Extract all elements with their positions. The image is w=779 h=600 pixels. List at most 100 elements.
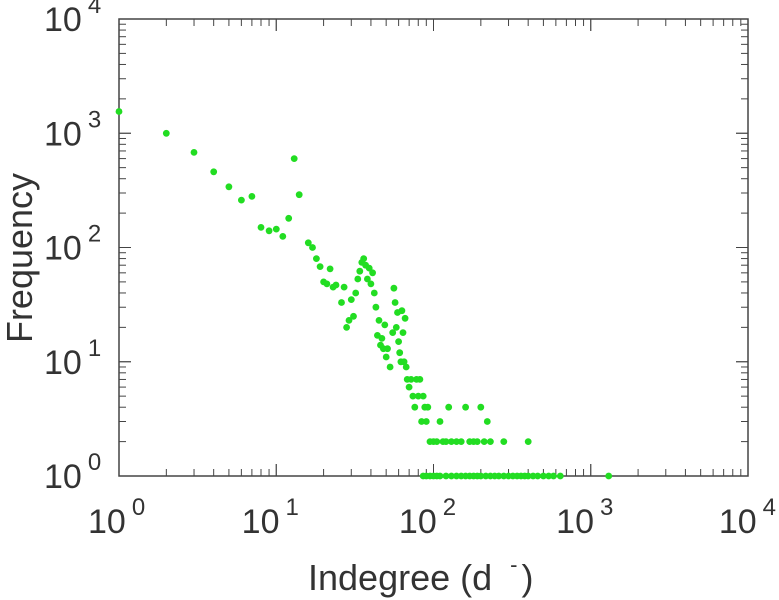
data-point [386,363,394,371]
data-point [378,335,386,342]
data-point [162,129,170,137]
plot-frame [118,18,749,477]
data-point [210,168,218,176]
data-point [457,438,465,445]
data-point [345,317,353,324]
data-point [369,269,376,277]
data-point [405,383,413,391]
x-axis-title-main: Indegree (d [308,557,502,598]
data-point [290,155,298,163]
data-point [225,183,233,191]
x-tick-label: 10 4 [719,494,776,541]
data-point [487,438,494,445]
data-point [350,312,357,320]
data-point [411,403,419,411]
x-axis-title-superscript: - [510,552,517,577]
data-point [414,392,422,400]
y-tick-label: 10 3 [44,106,101,153]
data-point [367,280,375,288]
data-point [400,358,408,366]
data-point [605,472,613,480]
data-point [477,472,485,480]
data-point [384,345,391,353]
data-point [323,280,331,288]
data-point [422,418,430,425]
x-tick-labels: 10 0 10 1 10 2 10 3 10 4 [88,494,776,541]
data-point [389,329,397,336]
data-point [500,472,508,480]
data-point [248,193,256,200]
data-point [190,149,198,156]
data-point [419,392,427,400]
y-axis-title: Frequency [0,173,40,343]
data-point [500,438,508,445]
x-tick-label: 10 3 [556,494,613,541]
data-point [370,289,378,297]
data-point [365,264,373,272]
data-point [556,472,564,480]
data-point [364,275,371,283]
data-point [115,108,123,115]
data-point [316,263,324,270]
data-point [304,239,312,247]
data-point [402,363,410,371]
data-point [238,196,245,204]
data-point [424,403,432,411]
data-point [395,338,402,345]
data-point [545,472,553,480]
data-point [483,418,491,425]
data-point [534,472,542,480]
y-tick-label: 10 2 [44,221,101,268]
data-point [445,403,453,411]
data-point [285,214,293,222]
data-point [540,472,547,480]
y-tick-label: 10 4 [44,0,101,39]
y-tick-label: 10 1 [44,335,101,382]
data-point [448,472,455,480]
x-axis-title: Indegree (d -) [308,552,533,598]
data-point [448,438,455,445]
data-point [295,191,303,199]
data-point [524,472,532,480]
data-point [433,438,441,445]
data-point [453,472,460,480]
data-point [360,255,368,262]
data-point [354,275,362,283]
data-point [453,438,460,445]
data-point [390,284,398,292]
data-point [416,376,424,383]
data-point [473,438,481,445]
data-point [407,376,415,383]
x-tick-label: 10 1 [242,494,299,541]
data-point [279,233,287,240]
data-point [265,227,273,235]
data-point [352,289,360,297]
data-point [398,307,406,315]
data-point [332,281,340,289]
data-point [257,224,265,231]
data-point [309,244,316,251]
data-point [391,299,399,306]
data-point [375,317,383,324]
data-point [401,314,409,322]
y-minor-ticks [119,18,748,477]
data-point [436,472,444,480]
data-point [326,265,334,273]
data-point [442,438,450,445]
data-point [338,299,345,306]
data-points [115,108,613,480]
data-point [343,324,350,331]
data-point [462,403,469,411]
data-point [524,438,532,445]
data-point [418,418,425,425]
data-point [381,321,389,329]
data-point [409,392,417,400]
data-point [347,296,355,303]
data-point [313,255,320,262]
data-point [442,472,450,480]
data-point [436,418,444,425]
data-point [356,267,364,275]
data-point [399,329,407,336]
